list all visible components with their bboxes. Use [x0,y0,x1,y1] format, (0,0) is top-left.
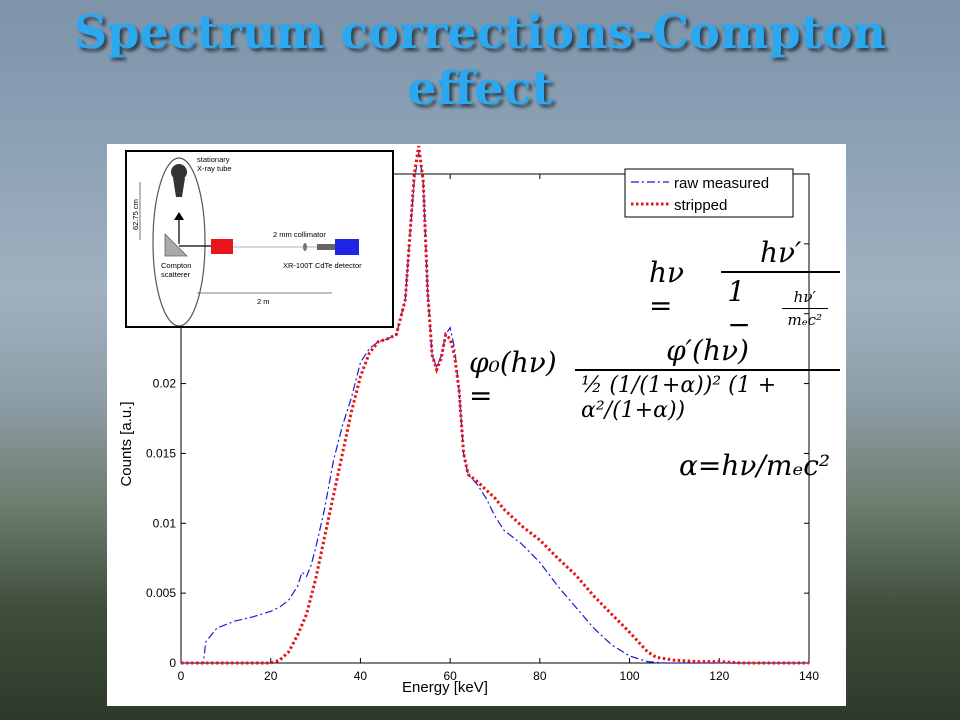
chart-legend: raw measured stripped [624,168,794,218]
equation-alpha: α=hν/mₑc² [679,449,830,482]
eq1-fraction: hν′ 1 − hν′ mₑc² [721,236,840,341]
legend-label-raw: raw measured [674,175,769,192]
eq1-inner-fraction: hν′ mₑc² [781,287,828,329]
eq1-inner-den: mₑc² [781,307,828,329]
series-layer [181,145,809,665]
plot-frame [180,173,810,664]
slide-title: Spectrum corrections-Compton effect [0,4,960,116]
label-tube2: X-ray tube [197,164,232,173]
eq2-lhs: φ₀(hν) = [469,345,557,412]
collimator-icon [303,243,307,251]
equation-compton-shift: hν = hν′ 1 − hν′ mₑc² [649,236,846,341]
eq1-inner-num: hν′ [793,287,816,306]
series-line-stripped [181,145,809,665]
y-tick-label: 0.02 [153,377,177,391]
source-block [211,239,233,254]
x-tick-label: 40 [354,669,368,683]
x-tick-label: 120 [709,669,729,683]
y-axis-label: Counts [a.u.] [118,401,135,486]
x-tick-label: 60 [443,669,457,683]
eq2-numerator: φ′(hν) [666,334,749,367]
series-line-raw [181,152,809,664]
eq3-text: α=hν/mₑc² [679,449,831,482]
x-tick-label: 0 [178,669,185,683]
spectrum-chart: 02040608010012014000.0050.010.0150.020.0… [118,145,819,696]
y-tick-label: 0.015 [146,446,176,460]
label-detector: XR-100T CdTe detector [283,261,362,270]
eq1-numerator: hν′ [759,236,802,269]
compton-scatterer-icon [164,233,188,257]
x-axis-label: Energy [keV] [402,679,488,696]
detector-snout [317,244,335,250]
y-tick-label: 0.01 [153,516,177,530]
label-distance: 2 m [257,297,270,306]
xray-tube-body [173,178,185,197]
y-tick-label: 0 [169,656,176,670]
label-scatterer2: scatterer [161,270,191,279]
label-scatterer: Compton [161,261,191,270]
setup-diagram: stationary X-ray tube 62.75 cm 2 mm coll… [125,150,394,328]
label-height: 62.75 cm [131,199,140,230]
legend-label-stripped: stripped [674,197,727,214]
x-tick-label: 140 [799,669,819,683]
slide-title-line1: Spectrum corrections-Compton [73,5,887,59]
x-tick-label: 100 [620,669,640,683]
x-tick-label: 20 [264,669,278,683]
xray-tube-icon [171,164,187,180]
equation-correction: φ₀(hν) = φ′(hν) ½ (1/(1+α))² (1 + α²/(1+… [469,334,846,423]
x-tick-label: 80 [533,669,547,683]
y-tick-label: 0.005 [146,586,176,600]
eq2-denominator: ½ (1/(1+α))² (1 + α²/(1+α)) [575,369,840,423]
beam-arrow-icon [174,212,184,220]
eq1-den-a: 1 − [727,275,751,341]
legend-box [624,168,794,218]
tube-holder-ellipse [152,157,206,326]
detector-block [335,239,359,255]
slide-title-line2: effect [407,61,553,115]
eq2-fraction: φ′(hν) ½ (1/(1+α))² (1 + α²/(1+α)) [575,334,840,423]
label-tube: stationary [197,155,230,164]
eq1-lhs: hν = [649,255,685,322]
label-collimator: 2 mm collimator [273,230,326,239]
